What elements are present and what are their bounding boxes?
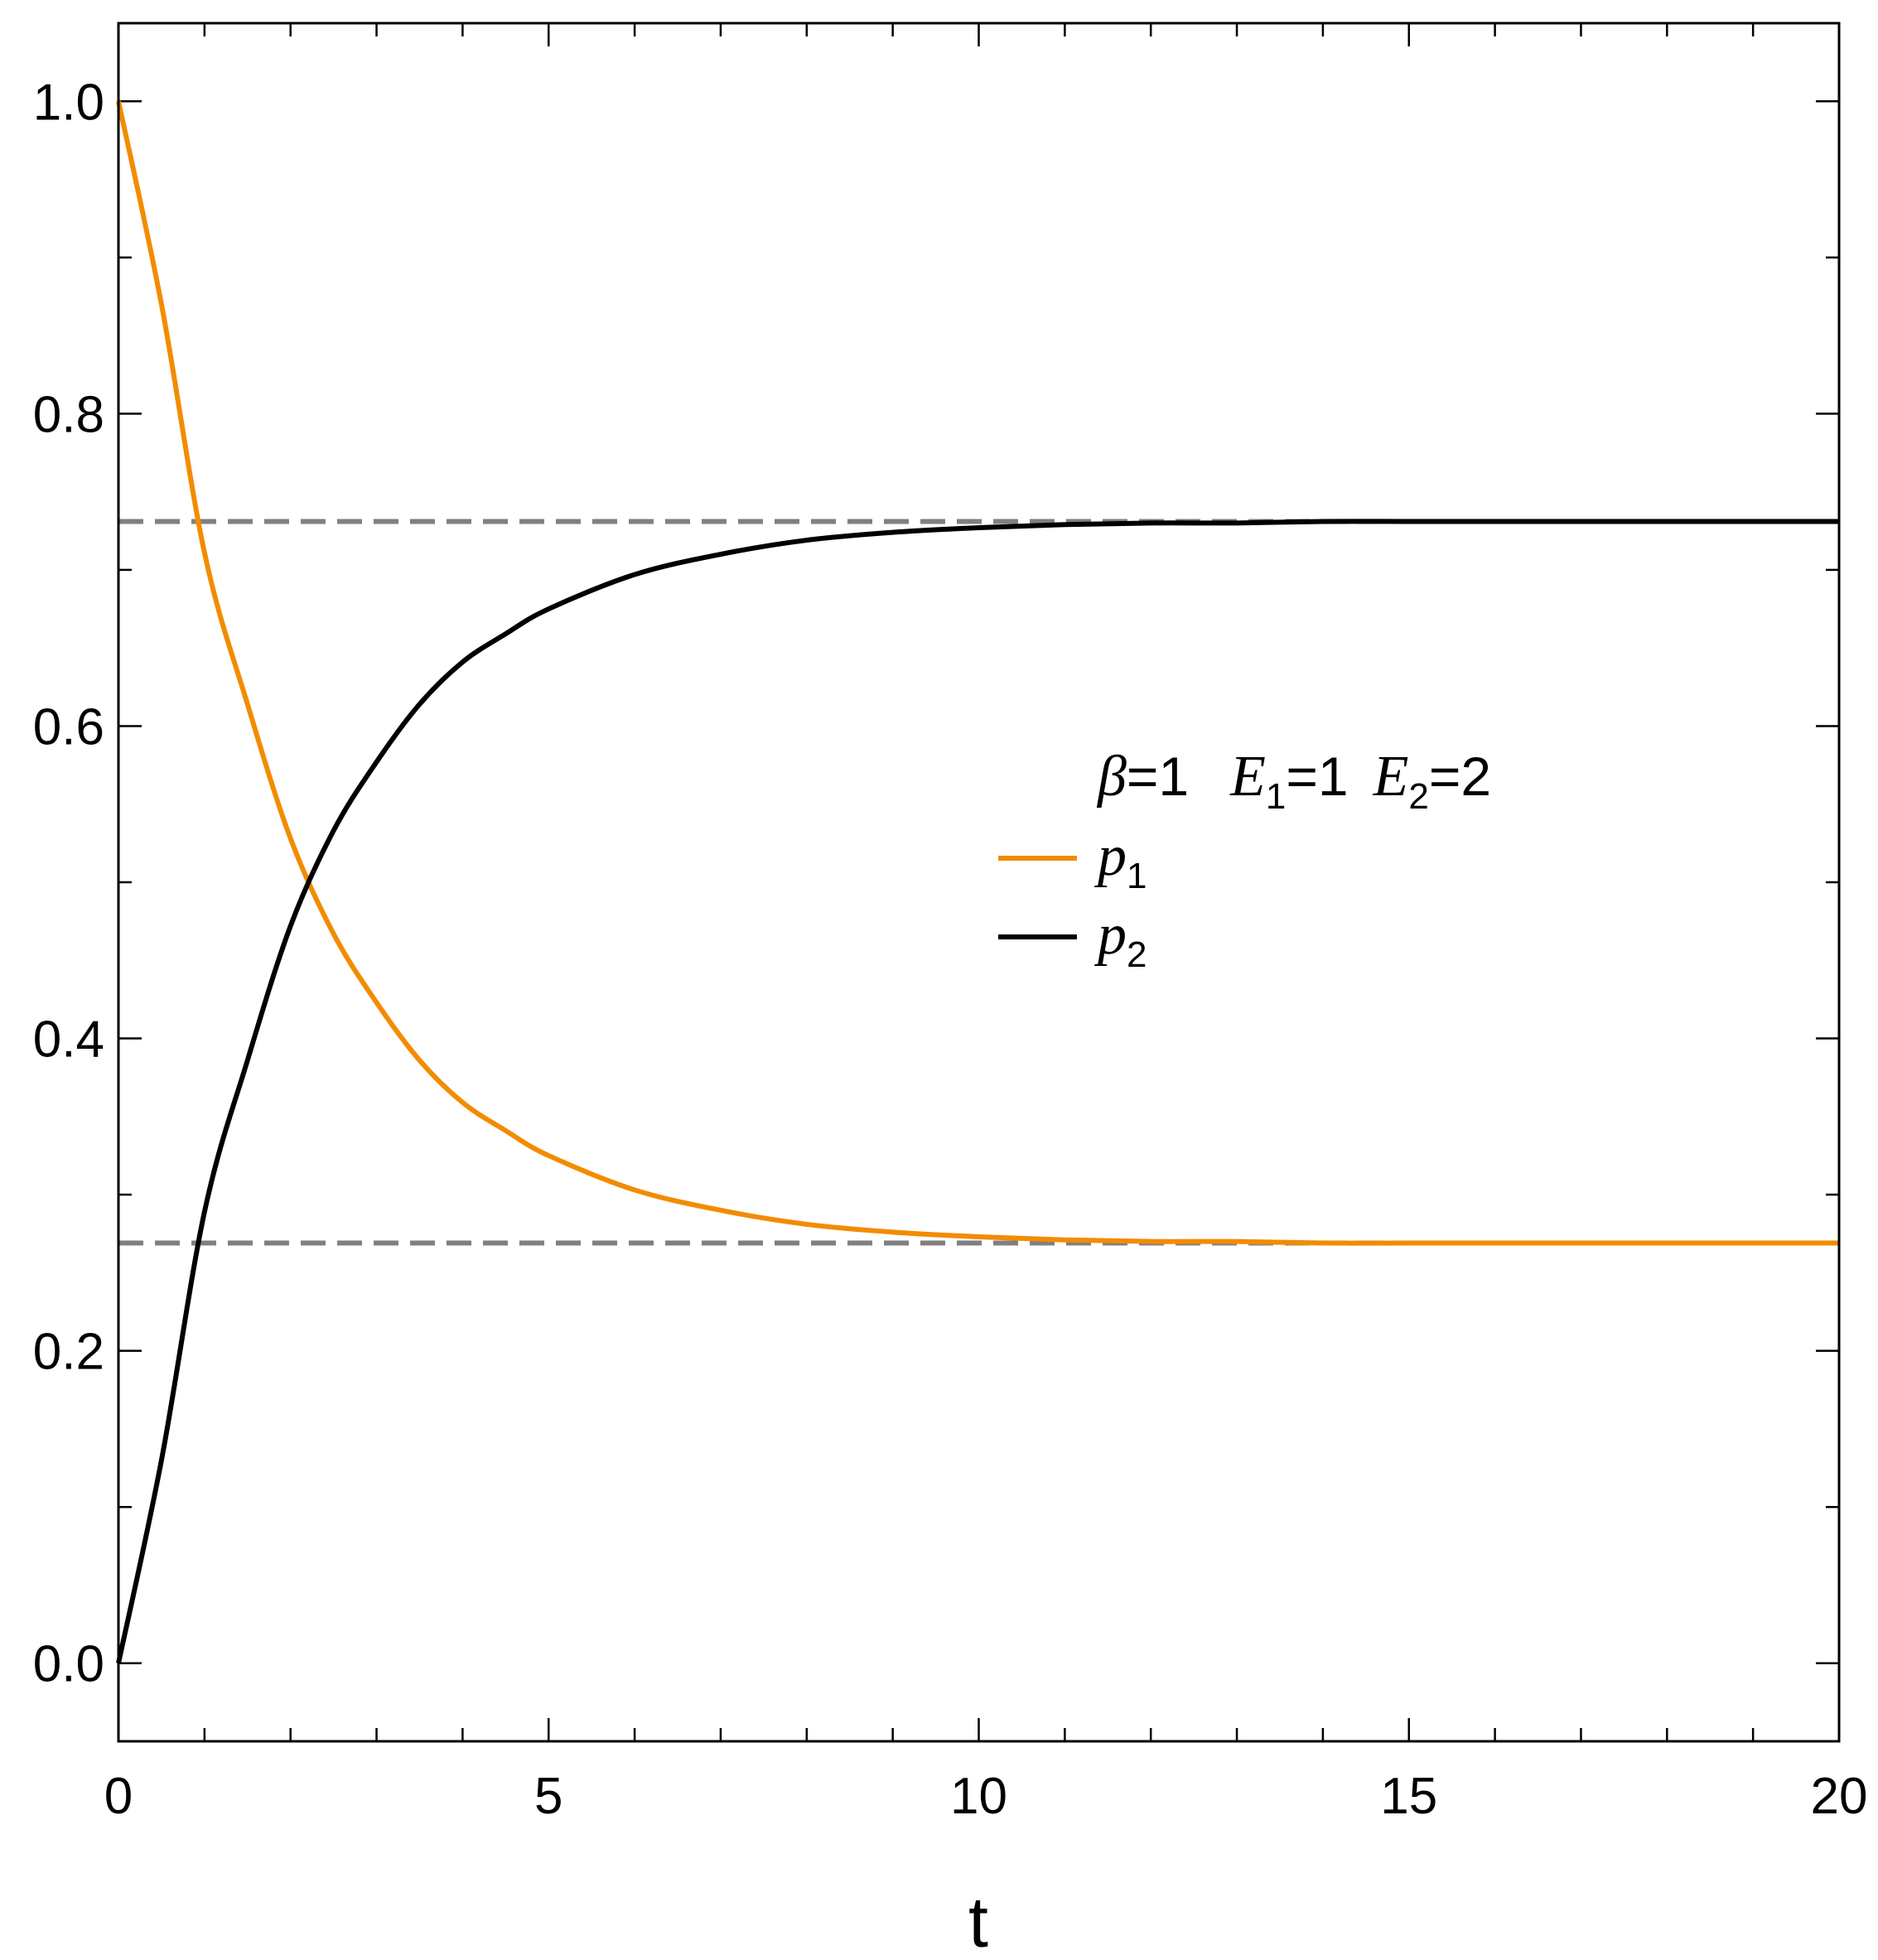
legend-title-beta-value: =1	[1127, 746, 1189, 807]
x-tick-label: 10	[950, 1768, 1007, 1825]
legend: β=1 E1=1 E2=2 p1 p2	[998, 745, 1491, 975]
legend-title: β=1 E1=1 E2=2	[1096, 745, 1491, 817]
y-tick-label: 1.0	[33, 74, 104, 131]
plot-frame	[117, 22, 1841, 1743]
legend-title-e1: E	[1229, 745, 1266, 809]
series-line-p2	[116, 519, 1839, 1664]
legend-label-p2: p2	[1093, 903, 1147, 975]
y-tick-label: 0.0	[33, 1636, 104, 1693]
x-tick-labels: 0 5 10 15 20	[104, 1768, 1868, 1825]
legend-label-p2-name: p	[1093, 903, 1127, 967]
x-tick-label: 5	[534, 1768, 562, 1825]
legend-title-beta: β	[1096, 745, 1127, 809]
legend-label-p1-sub: 1	[1127, 856, 1147, 896]
legend-title-e1-sub: 1	[1266, 776, 1286, 817]
legend-title-e1-value: =1	[1286, 746, 1348, 807]
legend-title-e2-value: =2	[1429, 746, 1491, 807]
y-tick-label: 0.4	[33, 1011, 104, 1069]
legend-title-e2-sub: 2	[1408, 776, 1428, 817]
ticks-layer	[117, 23, 1841, 1741]
legend-label-p1: p1	[1093, 824, 1147, 896]
y-tick-label: 0.2	[33, 1324, 104, 1381]
legend-label-p2-sub: 2	[1127, 934, 1147, 975]
legend-title-e2: E	[1373, 745, 1409, 809]
series-line-p1	[116, 100, 1839, 1246]
x-axis-label: t	[968, 1883, 988, 1960]
legend-label-p1-name: p	[1093, 824, 1127, 888]
y-tick-labels: 0.0 0.2 0.4 0.6 0.8 1.0	[33, 74, 104, 1692]
x-tick-label: 20	[1811, 1768, 1868, 1825]
y-tick-label: 0.6	[33, 698, 104, 756]
x-tick-label: 0	[104, 1768, 133, 1825]
series-layer	[116, 100, 1839, 1664]
y-tick-label: 0.8	[33, 386, 104, 443]
x-tick-label: 15	[1380, 1768, 1437, 1825]
